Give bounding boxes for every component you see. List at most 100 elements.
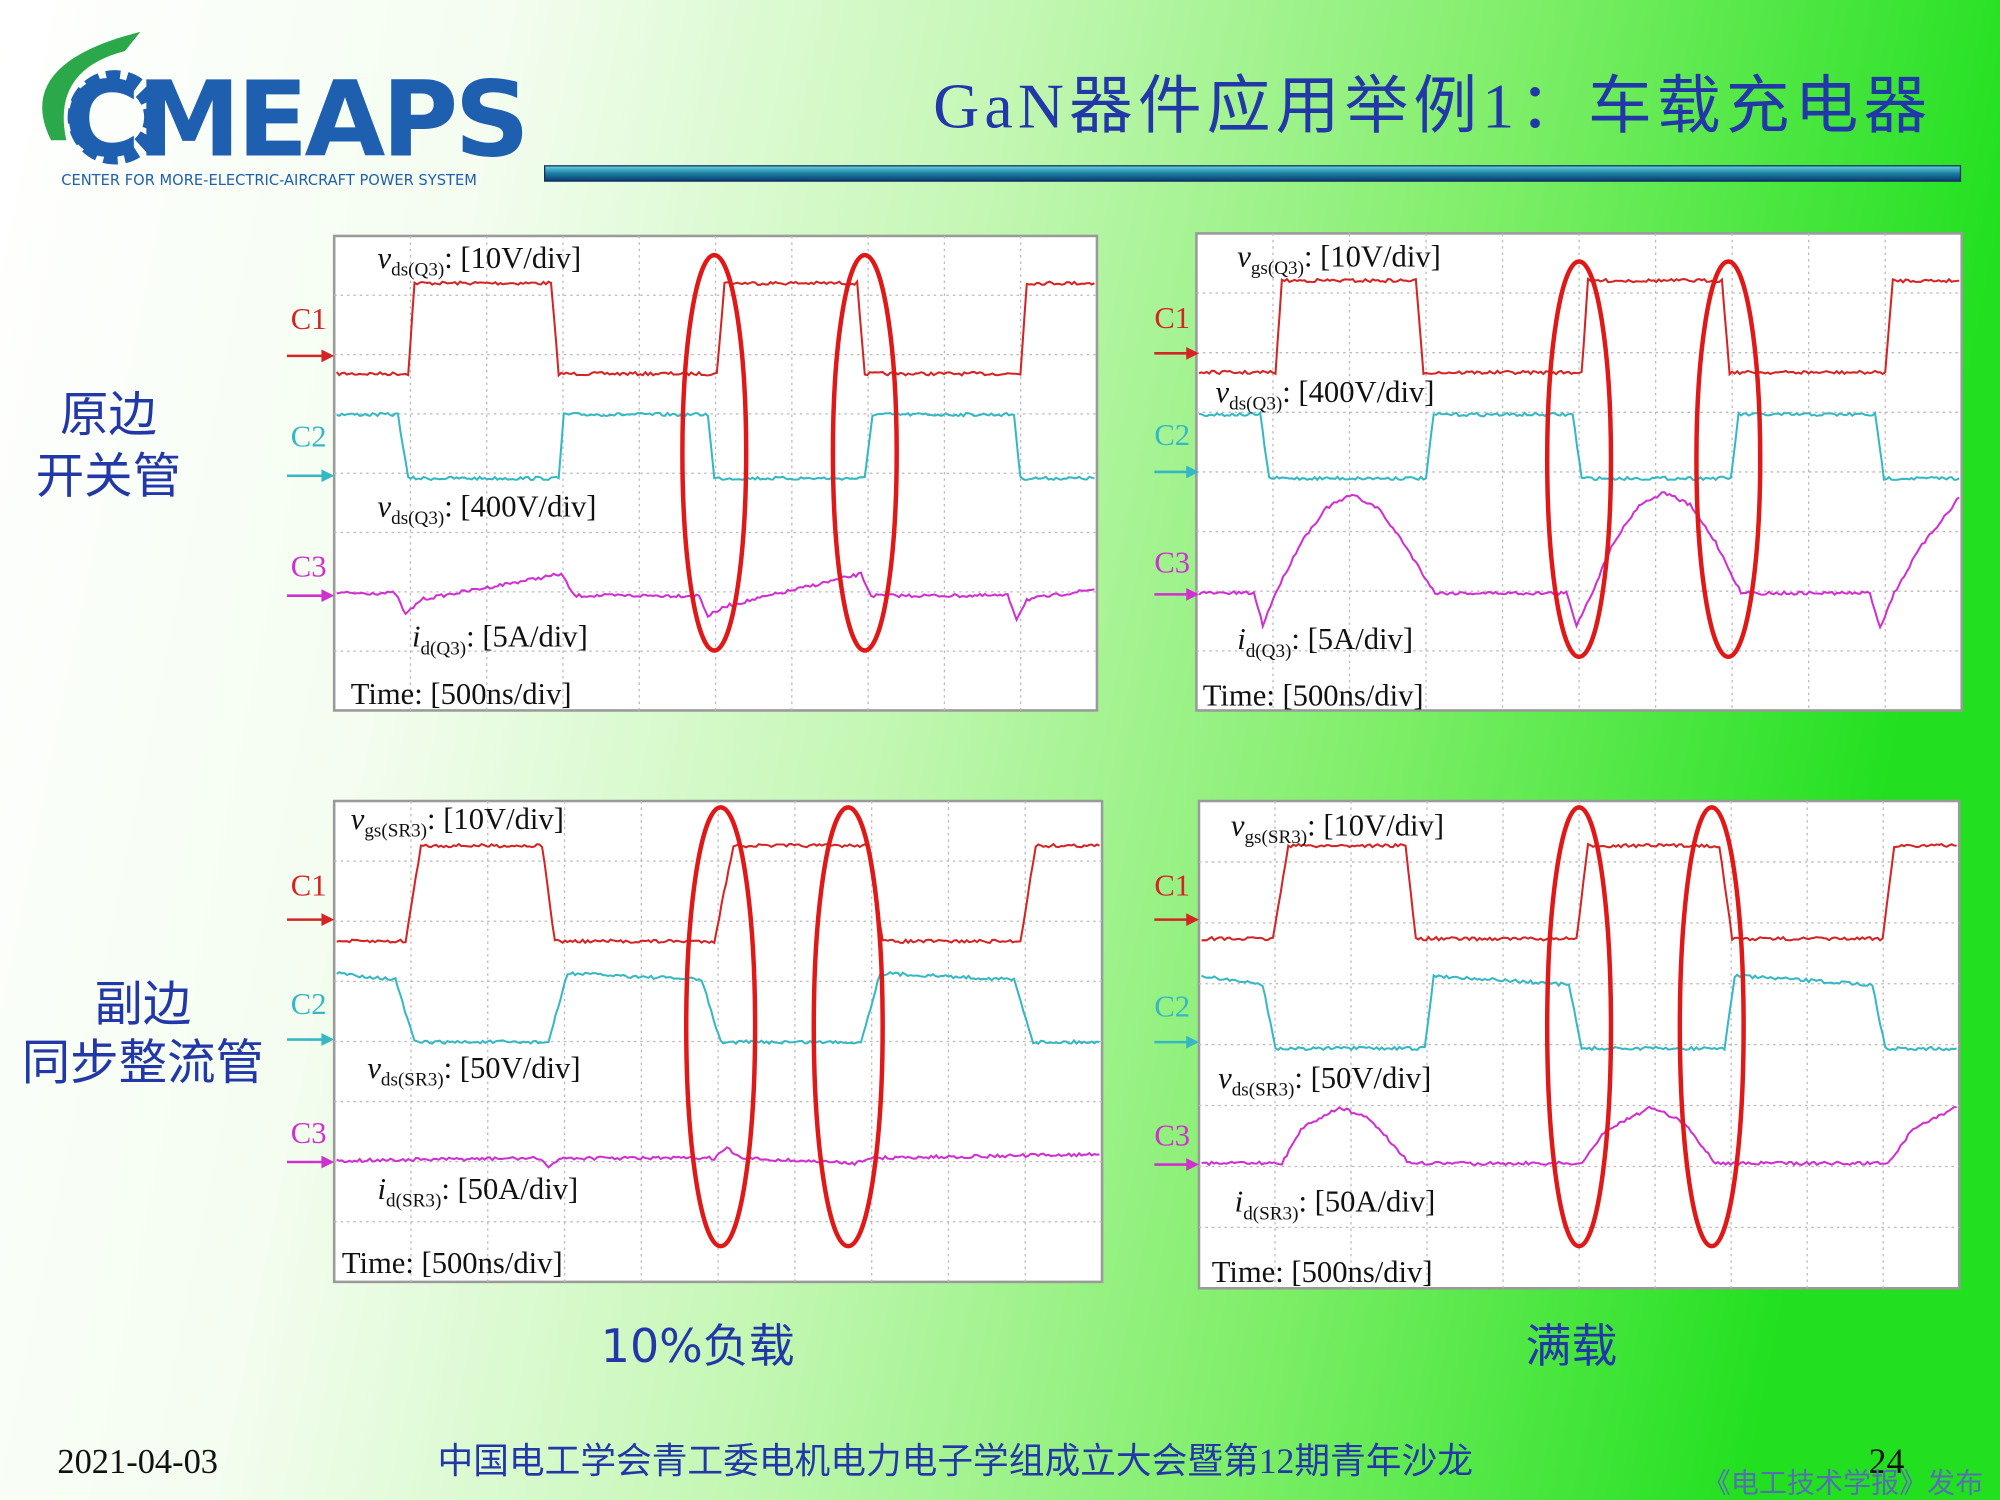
logo-subtitle: CENTER FOR MORE-ELECTRIC-AIRCRAFT POWER … [61, 172, 477, 189]
trace-scale: : [50V/div] [1294, 1061, 1431, 1095]
channel-label: C3 [291, 550, 327, 584]
trace-label: id(Q3): [5A/div] [1237, 622, 1413, 662]
waveform [336, 1146, 1100, 1169]
trace-symbol: i [412, 620, 421, 654]
trace-subscript: gs(SR3) [364, 821, 427, 842]
waveform [336, 571, 1095, 623]
trace-symbol: i [1235, 1185, 1244, 1219]
footer-date: 2021-04-03 [57, 1443, 218, 1481]
trace-scale: : [5A/div] [1291, 622, 1413, 656]
trace-scale: : [10V/div] [444, 241, 581, 275]
trace-scale: : [400V/div] [1282, 375, 1434, 409]
channel-label: C2 [291, 419, 327, 453]
row-label: 开关管 [36, 450, 181, 503]
channel-arrow-head [321, 349, 335, 363]
trace-symbol: v [367, 1051, 381, 1085]
trace-label: vgs(SR3): [10V/div] [1231, 808, 1444, 848]
waveform [1201, 1105, 1957, 1167]
highlight-ellipse [1544, 805, 1614, 1249]
waveform [336, 411, 1095, 482]
trace-subscript: gs(Q3) [1251, 258, 1304, 279]
trace-symbol: v [1218, 1061, 1232, 1095]
row-label: 副边 [94, 978, 191, 1031]
trace-scale: : [5A/div] [466, 620, 588, 654]
waveform [335, 279, 1095, 378]
trace-label: vds(Q3): [400V/div] [378, 490, 597, 530]
trace-label: vds(Q3): [10V/div] [378, 241, 582, 281]
channel-label: C1 [1154, 301, 1190, 335]
trace-label: id(Q3): [5A/div] [412, 620, 588, 660]
trace-subscript: ds(Q3) [391, 260, 444, 281]
channel-arrow-head [1186, 588, 1199, 601]
trace-subscript: d(SR3) [386, 1191, 441, 1212]
highlight-ellipse [680, 252, 749, 653]
logo-text: CMEAPS [64, 59, 526, 181]
time-scale: Time: [500ns/div] [1212, 1255, 1433, 1289]
channel-arrow-head [1186, 346, 1199, 360]
trace-subscript: ds(SR3) [381, 1069, 444, 1090]
channel-label: C3 [1154, 1118, 1190, 1152]
channel-label: C1 [1154, 868, 1190, 902]
row-label: 原边 [60, 389, 157, 442]
channel-label: C2 [1154, 990, 1190, 1024]
column-label: 满载 [1526, 1319, 1618, 1373]
logo-swoosh [42, 31, 141, 141]
trace-scale: : [50A/div] [1298, 1185, 1435, 1219]
highlight-ellipse [1694, 259, 1763, 660]
channel-arrow-head [1186, 465, 1199, 479]
channel-arrow-head [321, 1033, 335, 1046]
title-bar [544, 165, 1962, 182]
channel-label: C1 [291, 302, 327, 336]
time-scale: Time: [500ns/div] [1203, 678, 1424, 712]
trace-label: vds(SR3): [50V/div] [1218, 1061, 1431, 1101]
trace-label: vds(Q3): [400V/div] [1216, 375, 1435, 415]
trace-scale: : [10V/div] [427, 802, 564, 836]
channel-arrow-head [1186, 913, 1199, 927]
channel-arrow-head [321, 589, 335, 603]
highlight-ellipse [1677, 805, 1746, 1249]
trace-label: id(SR3): [50A/div] [378, 1172, 579, 1212]
highlight-ellipse [683, 805, 758, 1249]
slide-title: GaN器件应用举例1：车载充电器 [933, 71, 1932, 142]
channel-arrow-head [321, 1155, 335, 1169]
trace-subscript: ds(SR3) [1232, 1080, 1295, 1101]
time-scale: Time: [500ns/div] [342, 1246, 563, 1280]
waveform [336, 970, 1100, 1046]
footer-event: 中国电工学会青工委电机电力电子学组成立大会暨第12期青年沙龙 [438, 1441, 1473, 1481]
trace-symbol: v [378, 490, 392, 524]
trace-scale: : [50V/div] [444, 1051, 581, 1085]
channel-label: C1 [291, 868, 327, 902]
time-scale: Time: [500ns/div] [351, 677, 572, 711]
trace-subscript: ds(Q3) [391, 508, 444, 529]
channel-label: C3 [291, 1116, 327, 1150]
waveform [1198, 277, 1960, 377]
channel-arrow-head [321, 913, 335, 927]
trace-label: vgs(Q3): [10V/div] [1237, 240, 1441, 280]
waveform [1198, 491, 1960, 630]
highlight-ellipse [830, 252, 899, 653]
trace-subscript: d(SR3) [1243, 1203, 1298, 1224]
waveform [1198, 410, 1960, 482]
column-label: 10%负载 [601, 1319, 795, 1373]
channel-arrow-head [1186, 1035, 1199, 1049]
logo-gear [67, 70, 162, 165]
highlight-ellipse [811, 805, 885, 1249]
trace-symbol: v [1231, 808, 1245, 842]
trace-symbol: i [1237, 622, 1246, 656]
trace-label: vds(SR3): [50V/div] [367, 1051, 580, 1091]
trace-scale: : [50A/div] [441, 1172, 578, 1206]
trace-label: vgs(SR3): [10V/div] [351, 802, 564, 842]
trace-symbol: v [351, 802, 365, 836]
channel-arrow-head [1186, 1158, 1199, 1171]
trace-subscript: d(Q3) [421, 638, 467, 659]
logo: CMEAPS CENTER FOR MORE-ELECTRIC-AIRCRAFT… [42, 31, 530, 189]
channel-arrow-head [321, 469, 335, 483]
trace-symbol: v [1216, 375, 1230, 409]
